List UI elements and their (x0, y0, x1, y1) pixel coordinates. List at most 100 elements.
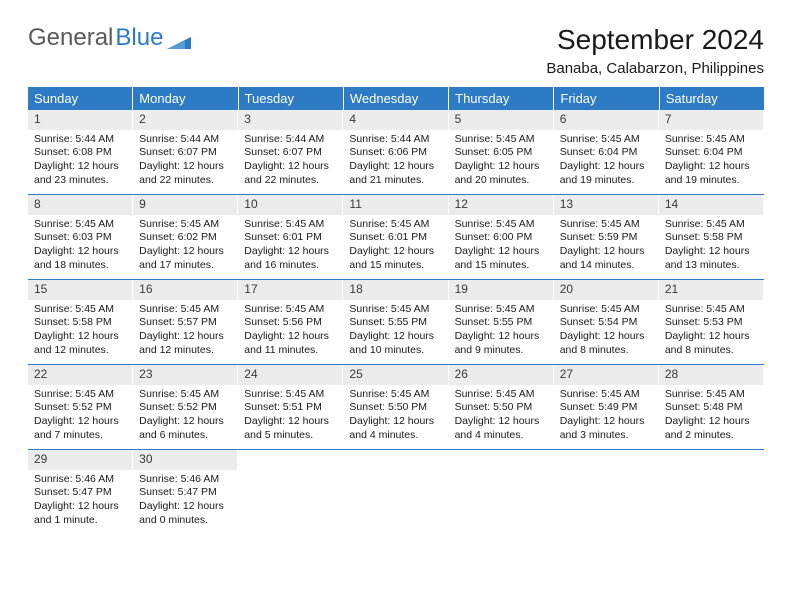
sunrise-text: Sunrise: 5:45 AM (455, 218, 547, 232)
sunrise-text: Sunrise: 5:45 AM (349, 303, 441, 317)
sunrise-text: Sunrise: 5:45 AM (244, 388, 336, 402)
day-cell: 12Sunrise: 5:45 AMSunset: 6:00 PMDayligh… (449, 195, 554, 279)
day-cell: 15Sunrise: 5:45 AMSunset: 5:58 PMDayligh… (28, 280, 133, 364)
day-body: Sunrise: 5:45 AMSunset: 6:01 PMDaylight:… (343, 215, 447, 279)
day-cell: 21Sunrise: 5:45 AMSunset: 5:53 PMDayligh… (659, 280, 764, 364)
sunset-text: Sunset: 5:50 PM (455, 401, 547, 415)
sunrise-text: Sunrise: 5:45 AM (560, 133, 652, 147)
day-body: Sunrise: 5:45 AMSunset: 5:52 PMDaylight:… (133, 385, 237, 449)
day-body: Sunrise: 5:45 AMSunset: 5:59 PMDaylight:… (554, 215, 658, 279)
daylight-text-1: Daylight: 12 hours (349, 160, 441, 174)
sunset-text: Sunset: 5:56 PM (244, 316, 336, 330)
daylight-text-1: Daylight: 12 hours (349, 245, 441, 259)
day-cell: 27Sunrise: 5:45 AMSunset: 5:49 PMDayligh… (554, 365, 659, 449)
sunrise-text: Sunrise: 5:44 AM (349, 133, 441, 147)
day-body: Sunrise: 5:45 AMSunset: 6:03 PMDaylight:… (28, 215, 132, 279)
daylight-text-1: Daylight: 12 hours (560, 330, 652, 344)
daylight-text-2: and 1 minute. (34, 514, 126, 528)
daylight-text-1: Daylight: 12 hours (139, 415, 231, 429)
sunrise-text: Sunrise: 5:45 AM (455, 133, 547, 147)
day-cell: 16Sunrise: 5:45 AMSunset: 5:57 PMDayligh… (133, 280, 238, 364)
sunset-text: Sunset: 5:52 PM (34, 401, 126, 415)
daylight-text-1: Daylight: 12 hours (560, 415, 652, 429)
day-cell: 28Sunrise: 5:45 AMSunset: 5:48 PMDayligh… (659, 365, 764, 449)
day-cell: 8Sunrise: 5:45 AMSunset: 6:03 PMDaylight… (28, 195, 133, 279)
logo-text-1: General (28, 24, 113, 52)
day-body: Sunrise: 5:45 AMSunset: 6:04 PMDaylight:… (659, 130, 763, 194)
day-number: 9 (133, 195, 237, 215)
daylight-text-2: and 12 minutes. (34, 344, 126, 358)
day-number: 25 (343, 365, 447, 385)
daylight-text-2: and 19 minutes. (665, 174, 757, 188)
daylight-text-2: and 15 minutes. (349, 259, 441, 273)
week-row: 15Sunrise: 5:45 AMSunset: 5:58 PMDayligh… (28, 280, 764, 365)
weekday-header: Sunday (28, 87, 133, 110)
sunset-text: Sunset: 5:55 PM (349, 316, 441, 330)
week-row: 29Sunrise: 5:46 AMSunset: 5:47 PMDayligh… (28, 450, 764, 534)
weekday-header-row: Sunday Monday Tuesday Wednesday Thursday… (28, 87, 764, 110)
sunrise-text: Sunrise: 5:45 AM (34, 218, 126, 232)
day-number: 7 (659, 110, 763, 130)
day-cell: 30Sunrise: 5:46 AMSunset: 5:47 PMDayligh… (133, 450, 238, 534)
sunset-text: Sunset: 5:51 PM (244, 401, 336, 415)
daylight-text-1: Daylight: 12 hours (560, 245, 652, 259)
daylight-text-2: and 17 minutes. (139, 259, 231, 273)
sunset-text: Sunset: 6:04 PM (665, 146, 757, 160)
day-body: Sunrise: 5:46 AMSunset: 5:47 PMDaylight:… (28, 470, 132, 534)
daylight-text-2: and 23 minutes. (34, 174, 126, 188)
logo-triangle-icon (167, 31, 191, 49)
daylight-text-2: and 6 minutes. (139, 429, 231, 443)
calendar: Sunday Monday Tuesday Wednesday Thursday… (28, 87, 764, 534)
day-body: Sunrise: 5:45 AMSunset: 5:56 PMDaylight:… (238, 300, 342, 364)
sunset-text: Sunset: 6:07 PM (244, 146, 336, 160)
day-body: Sunrise: 5:45 AMSunset: 5:55 PMDaylight:… (449, 300, 553, 364)
sunset-text: Sunset: 6:01 PM (349, 231, 441, 245)
day-number: 6 (554, 110, 658, 130)
day-cell: 25Sunrise: 5:45 AMSunset: 5:50 PMDayligh… (343, 365, 448, 449)
day-number: 12 (449, 195, 553, 215)
sunset-text: Sunset: 6:00 PM (455, 231, 547, 245)
daylight-text-2: and 4 minutes. (349, 429, 441, 443)
day-cell: 29Sunrise: 5:46 AMSunset: 5:47 PMDayligh… (28, 450, 133, 534)
day-number: 30 (133, 450, 237, 470)
sunrise-text: Sunrise: 5:45 AM (665, 133, 757, 147)
sunrise-text: Sunrise: 5:44 AM (244, 133, 336, 147)
daylight-text-1: Daylight: 12 hours (665, 330, 757, 344)
daylight-text-2: and 0 minutes. (139, 514, 231, 528)
day-body: Sunrise: 5:44 AMSunset: 6:07 PMDaylight:… (238, 130, 342, 194)
page-title: September 2024 (546, 24, 764, 56)
day-cell: 6Sunrise: 5:45 AMSunset: 6:04 PMDaylight… (554, 110, 659, 194)
daylight-text-1: Daylight: 12 hours (139, 330, 231, 344)
header: GeneralBlue September 2024 Banaba, Calab… (28, 24, 764, 77)
day-body: Sunrise: 5:45 AMSunset: 5:50 PMDaylight:… (449, 385, 553, 449)
day-body: Sunrise: 5:46 AMSunset: 5:47 PMDaylight:… (133, 470, 237, 534)
sunset-text: Sunset: 6:05 PM (455, 146, 547, 160)
daylight-text-2: and 8 minutes. (665, 344, 757, 358)
day-cell: 9Sunrise: 5:45 AMSunset: 6:02 PMDaylight… (133, 195, 238, 279)
weekday-header: Friday (554, 87, 659, 110)
day-number: 26 (449, 365, 553, 385)
daylight-text-2: and 9 minutes. (455, 344, 547, 358)
daylight-text-1: Daylight: 12 hours (34, 500, 126, 514)
daylight-text-1: Daylight: 12 hours (34, 160, 126, 174)
day-cell: 17Sunrise: 5:45 AMSunset: 5:56 PMDayligh… (238, 280, 343, 364)
day-cell (343, 450, 448, 534)
day-cell: 14Sunrise: 5:45 AMSunset: 5:58 PMDayligh… (659, 195, 764, 279)
daylight-text-1: Daylight: 12 hours (244, 245, 336, 259)
sunset-text: Sunset: 6:02 PM (139, 231, 231, 245)
sunset-text: Sunset: 5:48 PM (665, 401, 757, 415)
day-number: 20 (554, 280, 658, 300)
day-body: Sunrise: 5:45 AMSunset: 5:54 PMDaylight:… (554, 300, 658, 364)
sunrise-text: Sunrise: 5:45 AM (349, 388, 441, 402)
sunset-text: Sunset: 5:58 PM (665, 231, 757, 245)
daylight-text-1: Daylight: 12 hours (665, 415, 757, 429)
daylight-text-2: and 10 minutes. (349, 344, 441, 358)
day-number: 27 (554, 365, 658, 385)
sunset-text: Sunset: 5:52 PM (139, 401, 231, 415)
sunrise-text: Sunrise: 5:45 AM (455, 303, 547, 317)
day-cell (449, 450, 554, 534)
sunset-text: Sunset: 5:47 PM (139, 486, 231, 500)
daylight-text-1: Daylight: 12 hours (139, 245, 231, 259)
day-cell: 19Sunrise: 5:45 AMSunset: 5:55 PMDayligh… (449, 280, 554, 364)
daylight-text-1: Daylight: 12 hours (34, 415, 126, 429)
